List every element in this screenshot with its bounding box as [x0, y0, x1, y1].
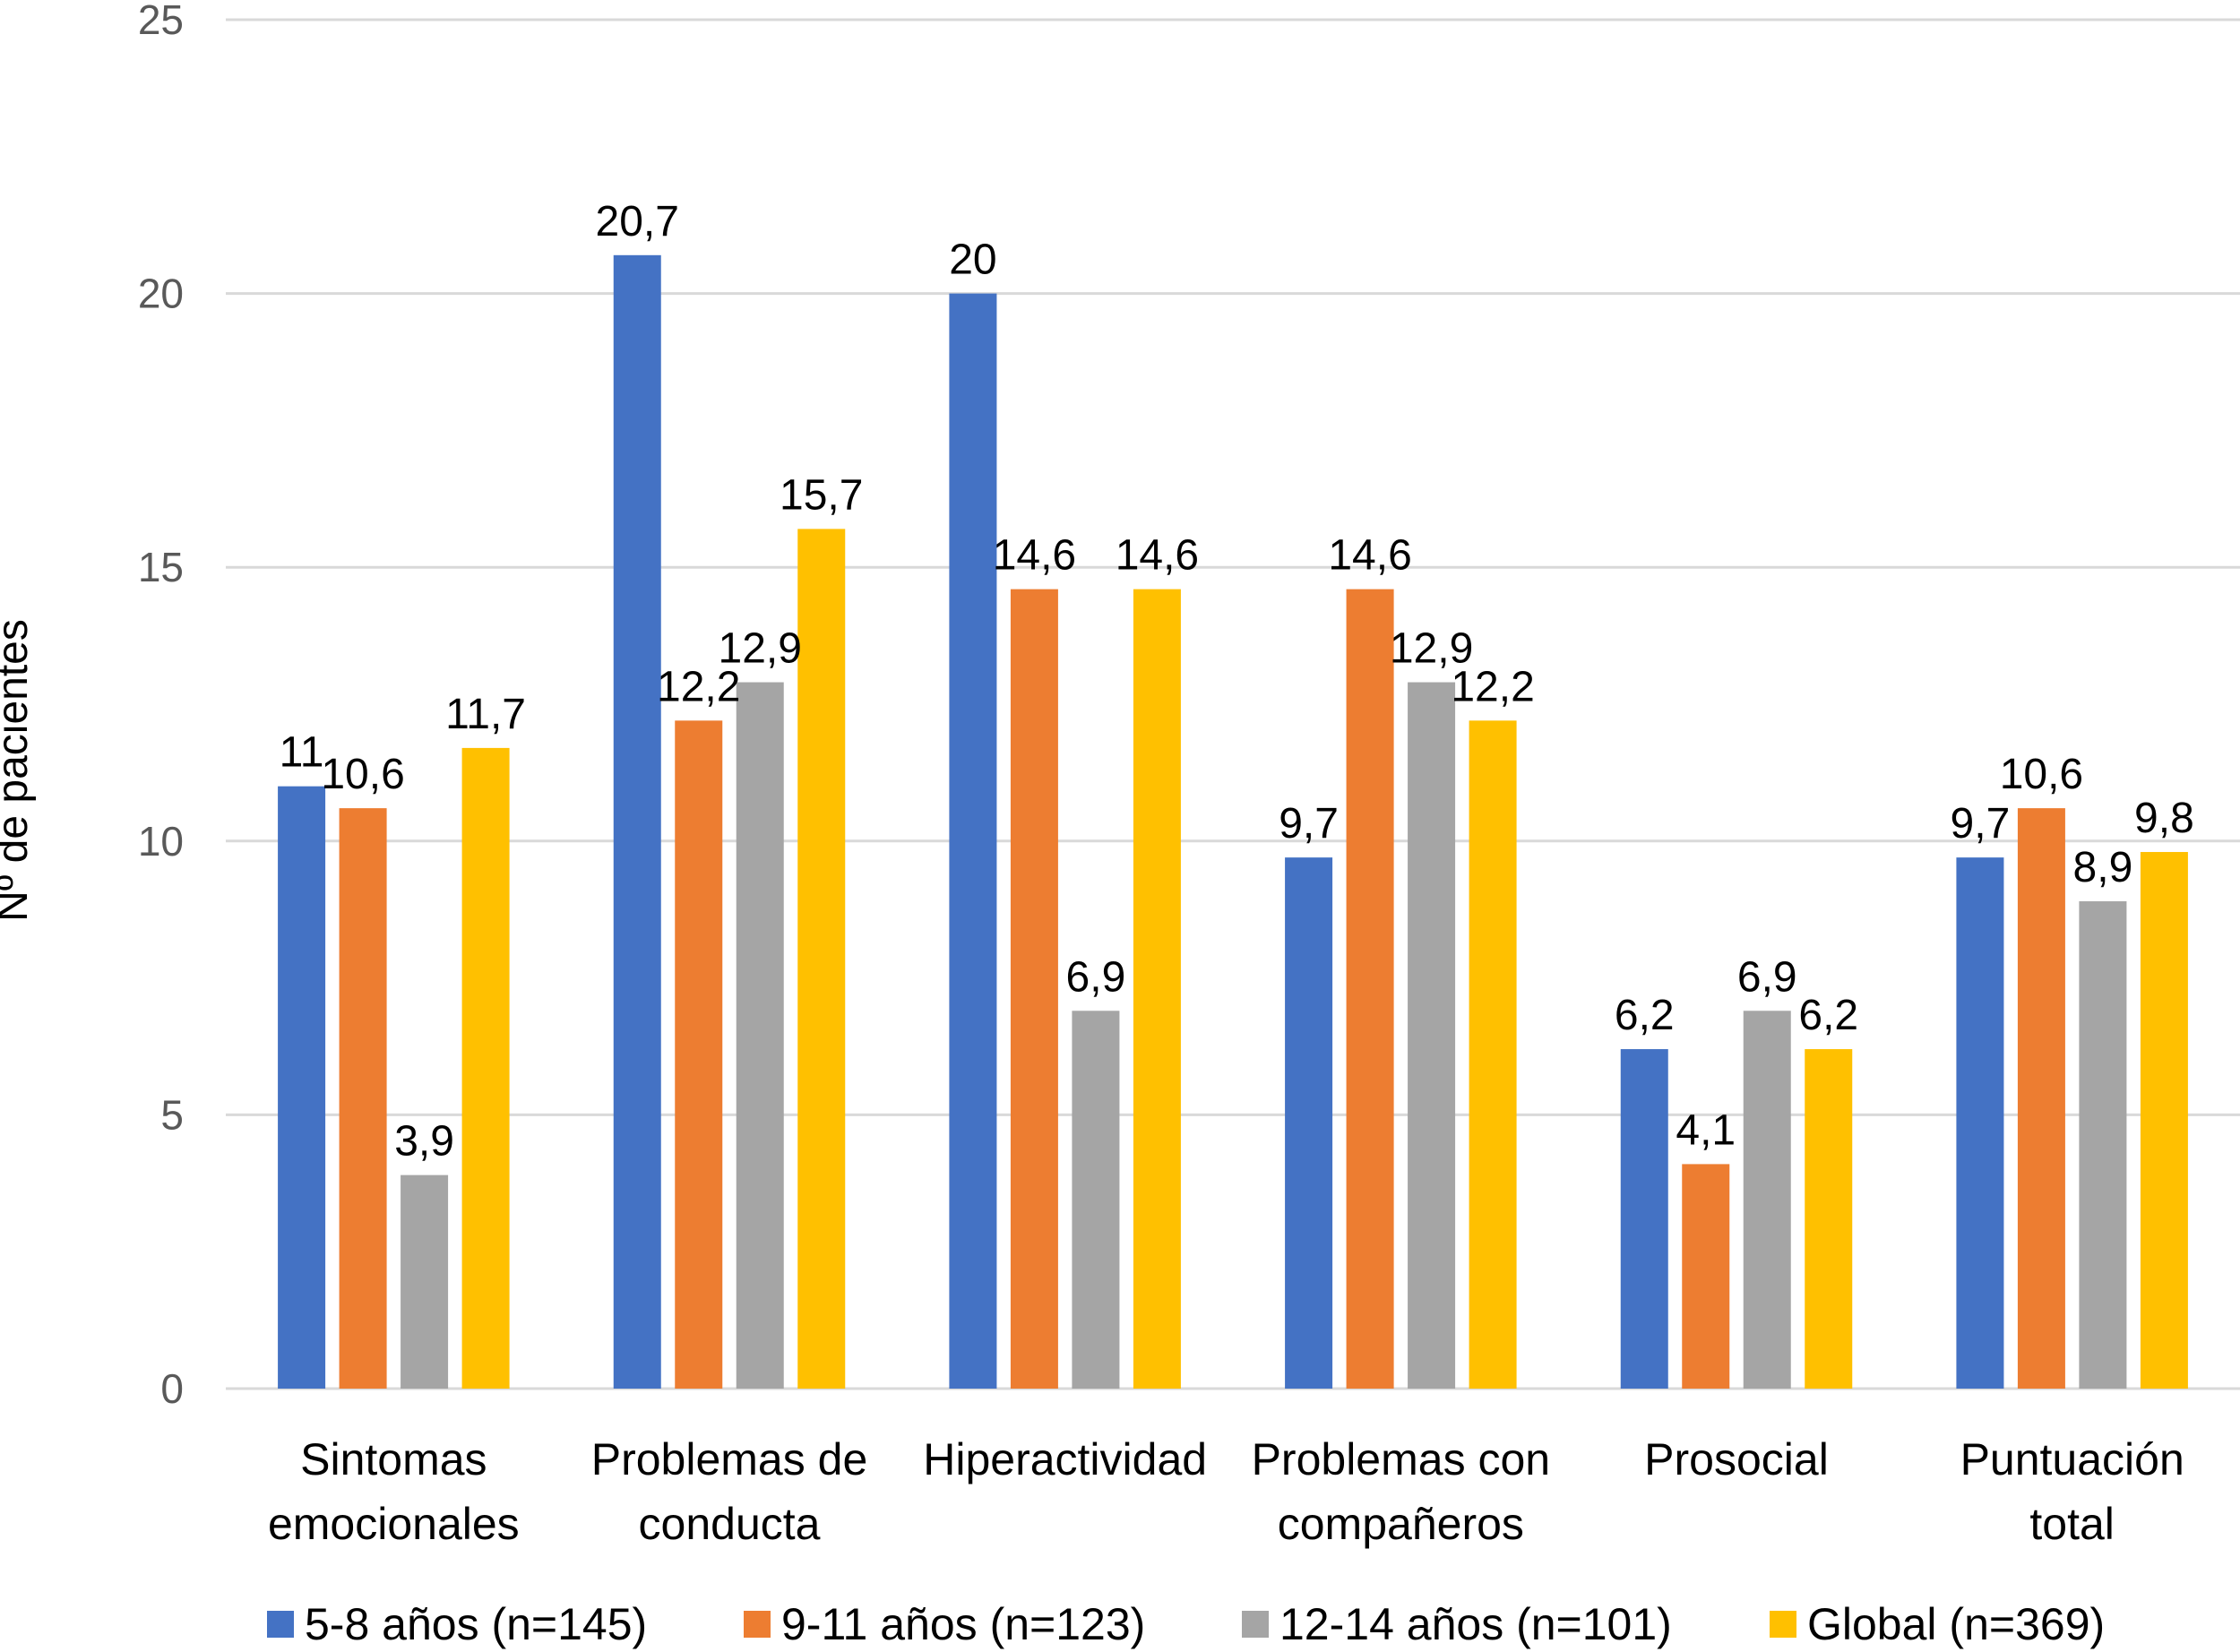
category-label: Sintomas	[300, 1434, 487, 1484]
y-tick-label: 25	[138, 0, 184, 43]
bar	[736, 682, 784, 1389]
bar	[1408, 682, 1456, 1389]
data-label: 9,7	[1279, 800, 1339, 848]
data-label: 12,9	[1390, 625, 1473, 673]
data-label: 11	[280, 729, 324, 777]
bar	[1285, 857, 1333, 1389]
legend-label: 9-11 años (n=123)	[781, 1599, 1145, 1649]
category-label: Hiperactividad	[923, 1434, 1207, 1484]
data-label: 11,7	[445, 691, 526, 738]
data-labels: 1110,63,911,720,712,212,915,72014,66,914…	[280, 198, 2194, 1166]
bar	[1072, 1011, 1120, 1389]
y-tick-label: 20	[138, 271, 184, 317]
data-label: 12,2	[1451, 663, 1534, 710]
data-label: 8,9	[2073, 844, 2133, 891]
bar	[613, 254, 661, 1389]
data-label: 6,2	[1798, 992, 1858, 1039]
x-axis-categories: Sintomas emocionales Problemas de conducta H…	[268, 1434, 2184, 1549]
bars	[278, 254, 2188, 1390]
legend: 5-8 años (n=145) 9-11 años (n=123) 12-14 a…	[267, 1599, 2105, 1649]
data-label: 20,7	[596, 198, 679, 245]
bar	[2017, 808, 2065, 1389]
bar	[1805, 1049, 1853, 1389]
data-label: 15,7	[780, 471, 863, 519]
data-label: 20	[949, 237, 996, 284]
data-label: 4,1	[1676, 1106, 1736, 1154]
data-label: 6,9	[1737, 953, 1797, 1001]
data-label: 14,6	[1328, 532, 1411, 580]
bar	[1346, 589, 1394, 1389]
bar	[1620, 1049, 1668, 1389]
bar	[1743, 1011, 1791, 1389]
legend-swatch	[1770, 1611, 1796, 1638]
category-label: Puntuación	[1960, 1434, 2184, 1484]
data-label: 12,9	[719, 625, 802, 673]
legend-swatch	[744, 1611, 771, 1638]
data-label: 10,6	[321, 751, 404, 798]
category-label: Problemas de	[591, 1434, 868, 1484]
bar	[1469, 720, 1517, 1389]
bar	[339, 808, 387, 1389]
y-tick-label: 10	[138, 818, 184, 865]
legend-label: 12-14 años (n=101)	[1279, 1599, 1672, 1649]
legend-swatch	[267, 1611, 294, 1638]
bar	[461, 747, 510, 1389]
bar	[1010, 589, 1058, 1389]
data-label: 6,9	[1066, 953, 1126, 1001]
bar	[1682, 1164, 1730, 1389]
y-axis-ticks: 0 5 10 15 20 25	[138, 0, 184, 1412]
legend-label: 5-8 años (n=145)	[305, 1599, 647, 1649]
bar	[2140, 852, 2188, 1389]
bar	[2079, 901, 2127, 1389]
y-tick-label: 5	[160, 1091, 184, 1138]
data-label: 3,9	[394, 1118, 454, 1166]
bar	[1956, 857, 2004, 1389]
category-label: Problemas con	[1252, 1434, 1551, 1484]
bar	[278, 786, 326, 1389]
bar	[797, 529, 846, 1389]
y-tick-label: 0	[160, 1365, 184, 1412]
gridlines	[226, 18, 2240, 1390]
data-label: 9,8	[2134, 795, 2194, 842]
data-label: 10,6	[2000, 751, 2083, 798]
category-label: total	[2029, 1499, 2115, 1549]
legend-label: Global (n=369)	[1807, 1599, 2105, 1649]
data-label: 6,2	[1615, 992, 1675, 1039]
data-label: 9,7	[1951, 800, 2011, 848]
y-axis-title: Nº de pacientes	[0, 619, 37, 922]
bar	[1133, 589, 1181, 1389]
legend-swatch	[1242, 1611, 1269, 1638]
category-label: emocionales	[268, 1499, 520, 1549]
category-label: Prosocial	[1644, 1434, 1829, 1484]
y-tick-label: 15	[138, 544, 184, 590]
bar	[675, 720, 723, 1389]
category-label: compañeros	[1278, 1499, 1524, 1549]
bar	[949, 293, 997, 1390]
data-label: 12,2	[657, 663, 740, 710]
data-label: 14,6	[1116, 532, 1199, 580]
bar	[401, 1174, 449, 1389]
category-label: conducta	[639, 1499, 821, 1549]
data-label: 14,6	[993, 532, 1076, 580]
